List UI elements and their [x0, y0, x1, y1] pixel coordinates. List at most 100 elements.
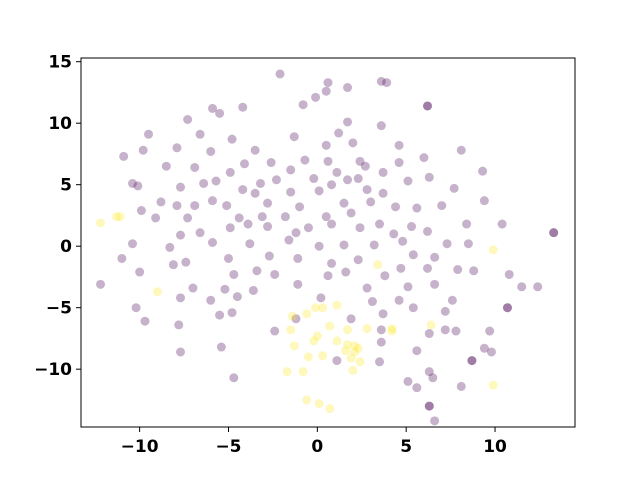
point [348, 365, 358, 375]
point [252, 266, 262, 276]
point [282, 367, 292, 377]
point [311, 92, 321, 102]
point [533, 282, 543, 292]
point [165, 242, 175, 252]
point [391, 202, 401, 212]
point [423, 226, 433, 236]
point [302, 309, 312, 319]
point [387, 324, 397, 334]
point [291, 314, 301, 324]
point [128, 178, 138, 188]
point [517, 282, 527, 292]
point [318, 303, 328, 313]
point [303, 223, 313, 233]
point [378, 167, 388, 177]
point [398, 236, 408, 246]
point [504, 269, 514, 279]
point [389, 229, 399, 239]
point [140, 316, 150, 326]
point [271, 175, 281, 185]
point [176, 230, 186, 240]
point [239, 159, 249, 169]
point [300, 155, 310, 165]
point [96, 279, 106, 289]
point [428, 373, 438, 383]
point [293, 253, 303, 263]
point [424, 401, 434, 411]
point [131, 303, 141, 313]
point [172, 201, 182, 211]
point [257, 212, 267, 222]
point [314, 241, 324, 251]
point [502, 303, 512, 313]
point [316, 293, 326, 303]
point [327, 219, 337, 229]
point [469, 266, 479, 276]
point [168, 260, 178, 270]
point [412, 346, 422, 356]
point [323, 271, 333, 281]
point [323, 78, 333, 88]
point [136, 206, 146, 216]
point [367, 297, 377, 307]
point [234, 213, 244, 223]
point [266, 158, 276, 168]
y-tick-label: 15 [48, 53, 72, 73]
point [229, 373, 239, 383]
point [485, 326, 495, 336]
point [437, 201, 447, 211]
point [190, 162, 200, 172]
point [188, 283, 198, 293]
point [467, 356, 477, 366]
point [323, 156, 333, 166]
point [549, 228, 559, 238]
point [216, 342, 226, 352]
point [343, 175, 353, 185]
point [327, 258, 337, 268]
point [430, 252, 440, 262]
point [375, 219, 385, 229]
point [119, 151, 129, 161]
point [408, 303, 418, 313]
point [298, 367, 308, 377]
point [211, 176, 221, 186]
point [343, 340, 353, 350]
point [225, 167, 235, 177]
point [227, 308, 237, 318]
point [295, 202, 305, 212]
point [355, 156, 365, 166]
point [232, 292, 242, 302]
point [440, 306, 450, 316]
point [408, 250, 418, 260]
point [332, 356, 342, 366]
point [286, 325, 296, 335]
point [343, 83, 353, 93]
point [376, 325, 386, 335]
point [467, 356, 477, 366]
x-tick-label: −5 [215, 437, 241, 457]
point [366, 197, 376, 207]
x-tick-label: −10 [121, 437, 159, 457]
point [478, 166, 488, 176]
point [430, 279, 440, 289]
point [96, 218, 106, 228]
point [174, 320, 184, 330]
point [403, 282, 413, 292]
point [325, 321, 335, 331]
x-tick-label: 5 [400, 437, 412, 457]
point [270, 326, 280, 336]
point [250, 188, 260, 198]
point [286, 187, 296, 197]
point [207, 238, 217, 247]
point [215, 108, 225, 118]
point [309, 336, 319, 346]
point [396, 263, 406, 273]
point [223, 253, 233, 263]
point [549, 228, 559, 238]
point [362, 324, 372, 334]
point [449, 183, 459, 193]
point [403, 176, 413, 186]
point [263, 222, 273, 232]
point [430, 416, 440, 426]
point [215, 310, 225, 320]
